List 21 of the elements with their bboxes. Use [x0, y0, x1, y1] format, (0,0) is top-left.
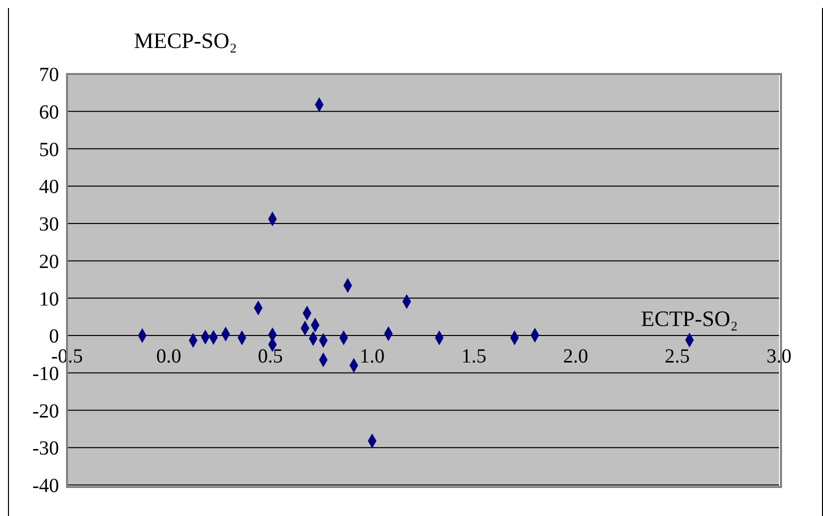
y-tick-label: -20 — [32, 400, 59, 422]
y-tick-label: 30 — [39, 214, 59, 236]
y-axis-title: MECP-SO₂ — [134, 28, 238, 54]
y-tick-label: 40 — [39, 176, 59, 198]
y-tick-label: -40 — [32, 475, 59, 498]
y-tick-label: 10 — [39, 288, 59, 310]
y-tick-label: -10 — [32, 363, 59, 386]
x-tick-label: 3.0 — [766, 346, 792, 368]
x-axis-title: ECTP-SO₂ — [641, 306, 738, 332]
x-tick-label: 1.5 — [461, 346, 486, 368]
y-tick-label: 70 — [39, 64, 59, 86]
x-tick-label: 1.0 — [360, 346, 385, 368]
y-tick-label: 20 — [39, 250, 59, 273]
x-tick-label: 0.5 — [258, 346, 283, 368]
y-tick-label: 0 — [49, 326, 59, 348]
y-tick-label: -30 — [32, 438, 59, 460]
x-tick-label: 2.0 — [563, 346, 588, 368]
x-tick-label: 2.5 — [664, 346, 690, 368]
y-tick-label: 50 — [39, 138, 59, 161]
y-tick-label: 60 — [39, 101, 59, 124]
x-tick-label: 0.0 — [156, 346, 182, 368]
